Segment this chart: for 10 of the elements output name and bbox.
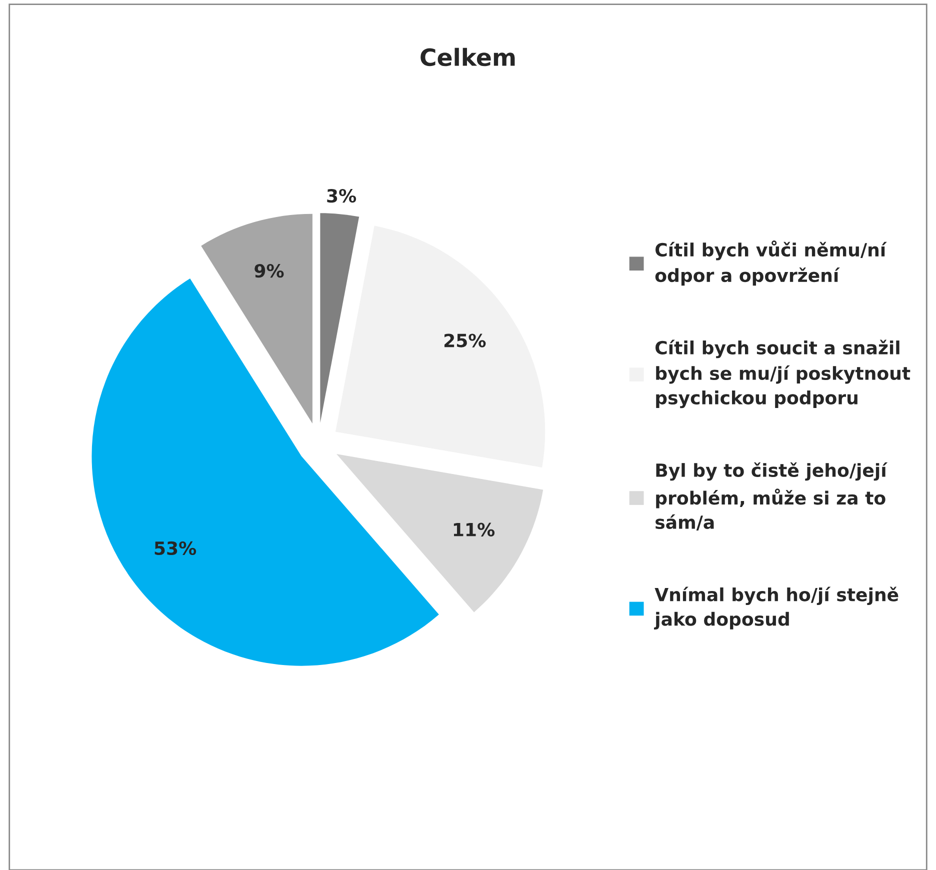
data-label: 53% bbox=[154, 541, 196, 556]
chart-title: Celkem bbox=[420, 48, 515, 66]
data-label: 9% bbox=[254, 264, 284, 278]
legend-label: Vnímal bych ho/jí stejně jako doposud bbox=[654, 586, 898, 630]
data-label: 25% bbox=[444, 334, 486, 348]
legend-label: Cítil bych vůči němu/ní odpor a opovržení bbox=[655, 240, 887, 286]
legend-label: Byl by to čistě jeho/její problém, může si za to sám/a bbox=[656, 462, 888, 530]
legend-label: Cítil bych soucit a snažil bych se mu/jí poskytnout psychickou podporu bbox=[656, 340, 910, 408]
data-label: 11% bbox=[454, 522, 495, 536]
data-label: 3% bbox=[327, 188, 356, 203]
